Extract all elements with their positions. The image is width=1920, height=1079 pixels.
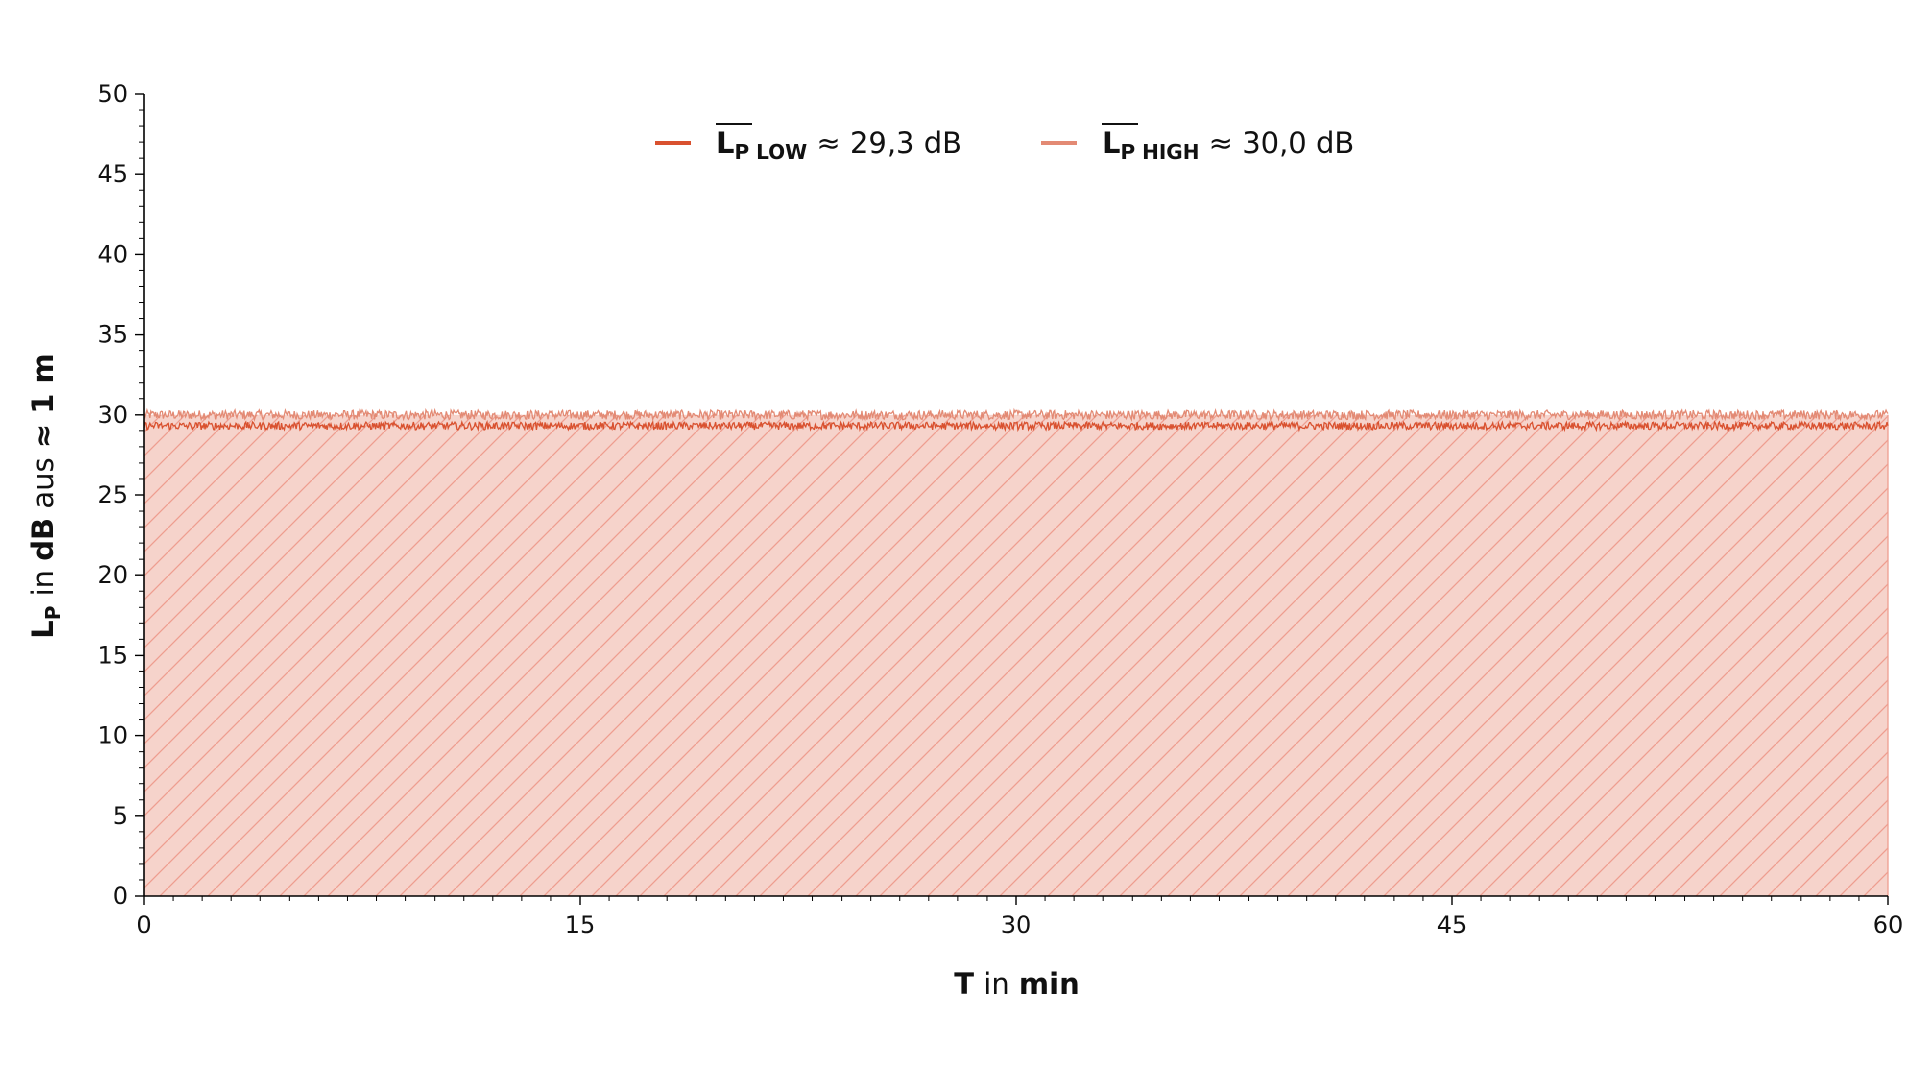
axes: 0 5 10 15 20 25 30 35 40 45 50 0 15 30 45 60	[97, 80, 1903, 939]
x-tick-label: 45	[1437, 911, 1468, 939]
y-tick-label: 20	[97, 561, 128, 589]
y-tick-label: 30	[97, 401, 128, 429]
legend-label-low: LP LOW ≈ 29,3 dB	[716, 126, 962, 164]
y-tick-label: 25	[97, 481, 128, 509]
fill-area	[144, 414, 1889, 896]
series-line-high	[143, 407, 1889, 423]
y-tick-label: 10	[97, 722, 128, 750]
legend-item-high: LP HIGH ≈ 30,0 dB	[1041, 123, 1354, 164]
legend-item-low: LP LOW ≈ 29,3 dB	[655, 123, 962, 164]
fill-area-hatch	[144, 414, 1888, 896]
y-tick-label: 35	[97, 321, 128, 349]
y-tick-label: 45	[97, 160, 128, 188]
y-tick-label: 50	[97, 80, 128, 108]
legend-label-high: LP HIGH ≈ 30,0 dB	[1102, 126, 1354, 164]
series-layer	[143, 407, 1889, 433]
series-line-low	[143, 419, 1889, 433]
x-axis-label: T in min	[954, 967, 1079, 1001]
x-tick-label: 30	[1001, 911, 1032, 939]
y-tick-label: 40	[97, 240, 128, 268]
x-tick-label: 60	[1873, 911, 1904, 939]
y-axis-label: LP in dB aus ≈ 1 m	[26, 353, 65, 639]
y-tick-label: 15	[97, 641, 128, 669]
x-tick-label: 15	[565, 911, 596, 939]
y-tick-label: 0	[113, 882, 128, 910]
y-tick-label: 5	[113, 802, 128, 830]
legend: LP LOW ≈ 29,3 dB LP HIGH ≈ 30,0 dB	[655, 123, 1354, 164]
x-tick-label: 0	[136, 911, 151, 939]
